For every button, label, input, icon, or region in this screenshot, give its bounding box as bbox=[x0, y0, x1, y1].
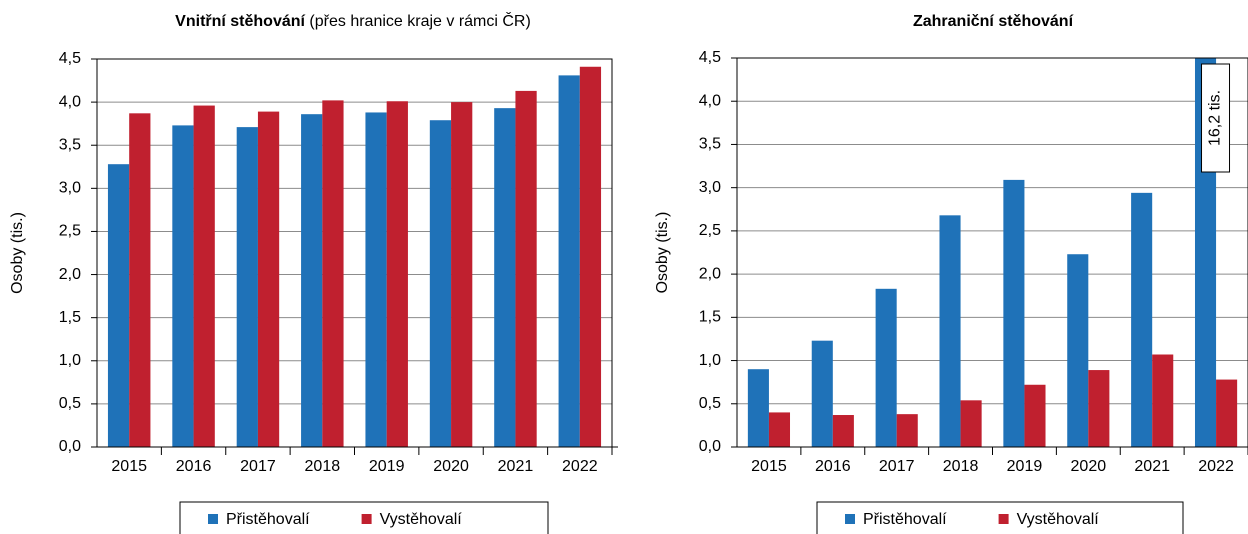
y-tick-label: 4,0 bbox=[699, 92, 721, 109]
title-subtitle: (přes hranice kraje v rámci ČR) bbox=[309, 11, 530, 30]
bar bbox=[193, 105, 215, 447]
bar bbox=[875, 288, 897, 447]
y-tick-label: 1,5 bbox=[59, 309, 81, 326]
x-tick-label: 2022 bbox=[562, 458, 598, 475]
y-axis-label: Osoby (tis.) bbox=[9, 212, 26, 294]
bar bbox=[747, 369, 769, 447]
legend-swatch bbox=[845, 514, 855, 524]
y-tick-label: 2,5 bbox=[699, 222, 721, 239]
bar bbox=[236, 127, 258, 447]
bar bbox=[579, 66, 602, 447]
x-tick-label: 2018 bbox=[943, 458, 979, 475]
bar bbox=[107, 164, 130, 447]
bar bbox=[896, 414, 918, 447]
y-tick-label: 3,0 bbox=[699, 179, 721, 196]
x-tick-label: 2015 bbox=[111, 458, 147, 475]
y-tick-label: 1,5 bbox=[699, 309, 721, 326]
value-label-box bbox=[1201, 63, 1231, 173]
bar bbox=[129, 113, 151, 447]
x-tick-label: 2021 bbox=[498, 458, 534, 475]
legend-swatch bbox=[998, 514, 1009, 524]
bar bbox=[322, 100, 344, 447]
x-tick-label: 2021 bbox=[1134, 458, 1170, 475]
y-tick-label: 0,0 bbox=[699, 438, 721, 455]
plot-frame bbox=[736, 57, 1248, 448]
title-bold: Vnitřní stěhování bbox=[175, 13, 305, 30]
x-tick-label: 2017 bbox=[240, 458, 276, 475]
plot-frame bbox=[96, 58, 613, 448]
y-tick-label: 1,0 bbox=[59, 352, 81, 369]
y-tick-label: 2,5 bbox=[59, 223, 81, 240]
y-axis-label: Osoby (tis.) bbox=[654, 212, 671, 294]
bar bbox=[494, 108, 516, 447]
legend-label: Vystěhovalí bbox=[1017, 511, 1100, 528]
bar bbox=[515, 90, 537, 447]
bar bbox=[1216, 379, 1238, 447]
legend-swatch bbox=[208, 514, 218, 524]
y-tick-label: 3,5 bbox=[699, 136, 721, 153]
y-tick-label: 2,0 bbox=[59, 266, 81, 283]
title-bold: Zahraniční stěhování bbox=[913, 13, 1074, 30]
bar bbox=[1131, 192, 1153, 447]
legend-label: Přistěhovalí bbox=[226, 511, 310, 528]
bar bbox=[1152, 354, 1174, 447]
bars bbox=[107, 66, 602, 447]
y-tick-label: 4,0 bbox=[59, 93, 81, 110]
bar bbox=[1067, 254, 1089, 447]
legend-label: Přistěhovalí bbox=[863, 511, 947, 528]
x-tick-label: 2015 bbox=[751, 458, 787, 475]
bar bbox=[365, 112, 387, 447]
bar bbox=[960, 400, 982, 447]
y-tick-label: 0,5 bbox=[699, 395, 721, 412]
bar bbox=[1024, 384, 1046, 447]
bar bbox=[768, 412, 791, 447]
bars bbox=[747, 58, 1238, 447]
x-tick-label: 2019 bbox=[369, 458, 405, 475]
x-tick-label: 2020 bbox=[433, 458, 469, 475]
x-tick-label: 2022 bbox=[1198, 458, 1234, 475]
chart-title: Vnitřní stěhování (přes hranice kraje v … bbox=[175, 11, 531, 30]
x-tick-label: 2020 bbox=[1071, 458, 1107, 475]
x-tick-label: 2016 bbox=[176, 458, 212, 475]
y-tick-label: 3,0 bbox=[59, 180, 81, 197]
bar bbox=[1003, 179, 1025, 447]
bar bbox=[451, 102, 473, 447]
y-tick-label: 0,0 bbox=[59, 438, 81, 455]
y-tick-label: 3,5 bbox=[59, 136, 81, 153]
bar bbox=[832, 415, 854, 447]
x-tick-label: 2018 bbox=[305, 458, 341, 475]
x-tick-label: 2016 bbox=[815, 458, 851, 475]
y-tick-label: 4,5 bbox=[59, 50, 81, 67]
bar bbox=[429, 120, 452, 447]
bar bbox=[1088, 370, 1110, 447]
legend-box bbox=[179, 501, 549, 534]
legend-swatch bbox=[361, 514, 372, 524]
chart-title: Zahraniční stěhování bbox=[913, 13, 1074, 30]
bar bbox=[257, 111, 280, 447]
bar bbox=[172, 125, 194, 447]
x-tick-label: 2017 bbox=[879, 458, 915, 475]
y-tick-label: 1,0 bbox=[699, 352, 721, 369]
x-tick-label: 2019 bbox=[1007, 458, 1043, 475]
bar bbox=[558, 75, 580, 447]
bar bbox=[386, 101, 408, 447]
y-tick-label: 2,0 bbox=[699, 265, 721, 282]
y-tick-label: 4,5 bbox=[699, 49, 721, 66]
value-label: 16,2 tis. bbox=[1207, 90, 1224, 146]
bar bbox=[811, 340, 833, 447]
bar bbox=[939, 215, 961, 447]
legend-label: Vystěhovalí bbox=[380, 511, 463, 528]
y-tick-label: 0,5 bbox=[59, 395, 81, 412]
bar bbox=[301, 114, 323, 447]
